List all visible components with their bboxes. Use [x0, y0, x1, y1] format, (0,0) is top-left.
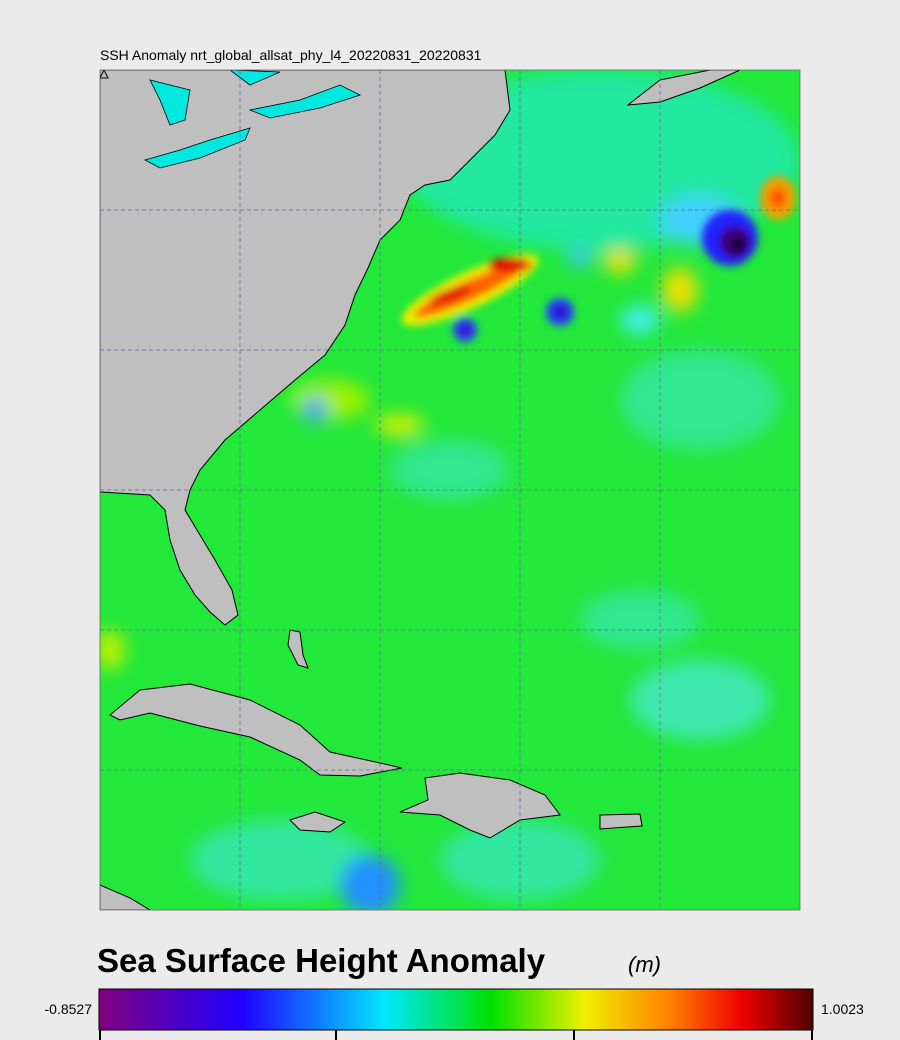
- colorbar-unit: (m): [628, 952, 661, 977]
- colorbar-min: -0.8527: [45, 1001, 93, 1017]
- colorbar-title: Sea Surface Height Anomaly: [97, 942, 546, 979]
- colorbar-max: 1.0023: [821, 1001, 864, 1017]
- map-title: SSH Anomaly nrt_global_allsat_phy_l4_202…: [100, 47, 482, 63]
- map: [100, 70, 800, 910]
- colorbar: [98, 988, 814, 1031]
- graticule: [100, 70, 800, 910]
